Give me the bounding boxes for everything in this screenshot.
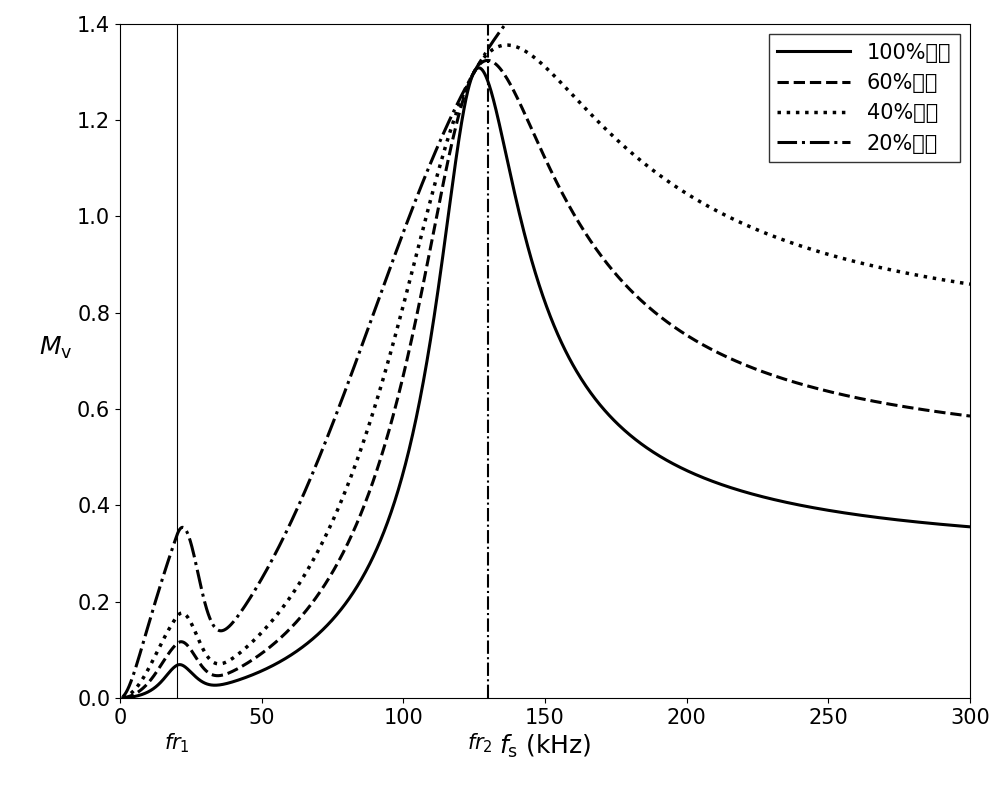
20%负载 xyxy=(117,691,129,701)
20%负载 xyxy=(136,642,148,651)
Line: 40%负载: 40%负载 xyxy=(123,45,970,698)
100%负载 xyxy=(440,224,452,234)
Line: 100%负载: 100%负载 xyxy=(123,68,970,698)
40%负载 xyxy=(501,40,513,50)
20%负载 xyxy=(168,538,180,547)
60%负载 xyxy=(482,56,494,65)
60%负载 xyxy=(442,157,454,167)
60%负载 xyxy=(964,412,976,421)
40%负载 xyxy=(136,675,148,684)
Text: $fr_2$: $fr_2$ xyxy=(467,731,493,755)
20%负载 xyxy=(447,109,459,118)
100%负载 xyxy=(136,690,148,699)
60%负载 xyxy=(486,57,498,67)
40%负载 xyxy=(440,139,452,148)
60%负载 xyxy=(168,642,180,651)
100%负载 xyxy=(473,63,485,73)
20%负载 xyxy=(442,119,454,128)
20%负载 xyxy=(486,38,498,48)
Y-axis label: $M_{\mathrm{v}}$: $M_{\mathrm{v}}$ xyxy=(39,335,73,361)
40%负载 xyxy=(117,693,129,703)
100%负载 xyxy=(486,90,498,100)
20%负载 xyxy=(440,122,452,132)
40%负载 xyxy=(168,615,180,625)
100%负载 xyxy=(442,214,454,224)
40%负载 xyxy=(442,134,454,144)
60%负载 xyxy=(440,163,452,173)
60%负载 xyxy=(447,135,459,144)
100%负载 xyxy=(117,693,129,703)
60%负载 xyxy=(136,684,148,694)
100%负载 xyxy=(964,522,976,531)
100%负载 xyxy=(168,662,180,672)
40%负载 xyxy=(447,119,459,128)
Text: $fr_1$: $fr_1$ xyxy=(164,731,190,755)
Line: 60%负载: 60%负载 xyxy=(123,60,970,698)
60%负载 xyxy=(117,693,129,703)
Line: 20%负载: 20%负载 xyxy=(123,0,970,696)
40%负载 xyxy=(964,279,976,289)
100%负载 xyxy=(447,178,459,187)
40%负载 xyxy=(486,45,498,55)
Legend: 100%负载, 60%负载, 40%负载, 20%负载: 100%负载, 60%负载, 40%负载, 20%负载 xyxy=(769,34,960,162)
X-axis label: $f_{\mathrm{s}}$ (kHz): $f_{\mathrm{s}}$ (kHz) xyxy=(499,733,591,760)
